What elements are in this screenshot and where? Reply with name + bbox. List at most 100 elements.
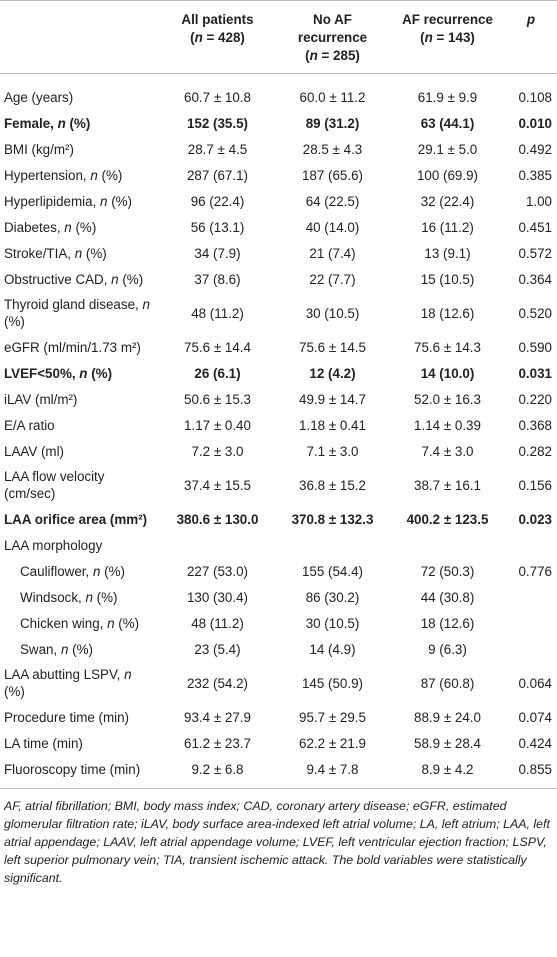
p-value: 0.031 [518,365,552,381]
cell-value: 287 (67.1) [186,167,249,183]
cell-value: 227 (53.0) [186,563,249,579]
table-row: eGFR (ml/min/1.73 m²) 75.6 ± 14.4 75.6 ± 1… [0,334,557,360]
cell-value: 30 (10.5) [305,615,360,631]
cell-value: 61.9 ± 9.9 [417,89,478,105]
row-label: iLAV (ml/m²) [4,391,78,407]
table-row: Stroke/TIA, n (%) 34 (7.9) 21 (7.4) 13 (9.1… [0,240,557,266]
cell-value: 232 (54.2) [186,675,249,691]
p-value [505,610,557,636]
cell-value: 56 (13.1) [190,219,245,235]
table-row: Swan, n (%) 23 (5.4) 14 (4.9) 9 (6.3) [0,636,557,662]
cell-value: 7.2 ± 3.0 [191,443,244,459]
row-label: LAA flow velocity (cm/sec) [4,469,105,501]
table-row: iLAV (ml/m²) 50.6 ± 15.3 49.9 ± 14.7 52.0 ±… [0,386,557,412]
p-value: 0.108 [518,89,552,105]
footnote: AF, atrial fibrillation; BMI, body mass … [0,788,557,895]
data-table: All patients (n = 428) No AF recurrence (… [0,0,557,789]
row-label: Female, n (%) [4,115,91,131]
p-value [505,584,557,610]
table-body: Age (years) 60.7 ± 10.8 60.0 ± 11.2 61.9 ± … [0,74,557,789]
table-row: Cauliflower, n (%) 227 (53.0) 155 (54.4) 72… [0,558,557,584]
cell-value: 21 (7.4) [309,245,356,261]
column-header: No AF recurrence (n = 285) [275,0,390,74]
row-label: E/A ratio [4,417,55,433]
p-value: 0.282 [518,443,552,459]
row-label: LAA morphology [4,537,103,553]
cell-value: 48 (11.2) [191,305,244,321]
cell-value: 34 (7.9) [194,245,241,261]
row-label: Age (years) [4,89,74,105]
cell-value: 93.4 ± 27.9 [184,709,251,725]
row-label: eGFR (ml/min/1.73 m²) [4,339,141,355]
cell-value: 72 (50.3) [420,563,475,579]
cell-value: 48 (11.2) [191,615,244,631]
p-value: 0.385 [518,167,552,183]
cell-value: 15 (10.5) [420,271,475,287]
cell-value: 7.1 ± 3.0 [306,443,359,459]
row-label: Cauliflower, n (%) [20,563,125,579]
table-row: LAA morphology [0,532,557,558]
cell-value: 44 (30.8) [420,589,475,605]
cell-value: 152 (35.5) [186,115,249,131]
cell-value: 145 (50.9) [301,675,364,691]
cell-value: 7.4 ± 3.0 [421,443,474,459]
cell-value: 49.9 ± 14.7 [299,391,366,407]
cell-value: 89 (31.2) [305,115,360,131]
table-row: Hyperlipidemia, n (%) 96 (22.4) 64 (22.5) 3… [0,188,557,214]
table-row: Windsock, n (%) 130 (30.4) 86 (30.2) 44 (30… [0,584,557,610]
row-label: Procedure time (min) [4,709,130,725]
cell-value: 14 (10.0) [420,365,475,381]
p-value: 0.855 [518,761,552,777]
cell-value: 38.7 ± 16.1 [414,477,481,493]
cell-value: 9.2 ± 6.8 [191,761,244,777]
cell-value: 370.8 ± 132.3 [291,511,374,527]
cell-value: 155 (54.4) [301,563,364,579]
p-value: 0.156 [518,477,552,493]
row-label: BMI (kg/m²) [4,141,74,157]
cell-value: 88.9 ± 24.0 [414,709,481,725]
cell-value: 32 (22.4) [420,193,475,209]
table-row: Thyroid gland disease, n (%) 48 (11.2) 30 … [0,292,557,334]
cell-value: 30 (10.5) [305,305,360,321]
cell-value: 62.2 ± 21.9 [299,735,366,751]
p-value: 0.590 [518,339,552,355]
p-value: 0.451 [518,219,552,235]
cell-value: 75.6 ± 14.4 [184,339,251,355]
table-row: Fluoroscopy time (min) 9.2 ± 6.8 9.4 ± 7.8… [0,756,557,788]
cell-value: 18 (12.6) [420,615,475,631]
cell-value: 26 (6.1) [194,365,241,381]
p-value: 0.492 [518,141,552,157]
cell-value: 37.4 ± 15.5 [184,477,251,493]
row-label: Stroke/TIA, n (%) [4,245,107,261]
p-value: 0.572 [518,245,552,261]
cell-value: 60.7 ± 10.8 [184,89,251,105]
cell-value: 29.1 ± 5.0 [417,141,478,157]
table-row: Hypertension, n (%) 287 (67.1) 187 (65.6) 1… [0,162,557,188]
cell-value: 52.0 ± 16.3 [414,391,481,407]
cell-value: 130 (30.4) [186,589,249,605]
p-value: 0.364 [518,271,552,287]
cell-value: 61.2 ± 23.7 [184,735,251,751]
p-value: 0.023 [518,511,552,527]
cell-value: 12 (4.2) [309,365,356,381]
row-label: LVEF<50%, n (%) [4,365,113,381]
p-value: 0.776 [518,563,552,579]
cell-value: 9.4 ± 7.8 [306,761,359,777]
table-row: LAA abutting LSPV, n (%) 232 (54.2) 145 (5… [0,662,557,704]
row-label: Obstructive CAD, n (%) [4,271,144,287]
cell-value: 58.9 ± 28.4 [414,735,481,751]
p-value: 0.064 [518,675,552,691]
row-label: LAAV (ml) [4,443,65,459]
table-row: LAAV (ml) 7.2 ± 3.0 7.1 ± 3.0 7.4 ± 3.0 0.28… [0,438,557,464]
row-label: LA time (min) [4,735,83,751]
cell-value: 95.7 ± 29.5 [299,709,366,725]
row-label: Chicken wing, n (%) [20,615,140,631]
cell-value: 75.6 ± 14.5 [299,339,366,355]
cell-value: 23 (5.4) [194,641,241,657]
cell-value: 28.5 ± 4.3 [302,141,363,157]
cell-value [275,532,390,558]
cell-value: 1.18 ± 0.41 [299,417,366,433]
cell-value: 9 (6.3) [428,641,467,657]
cell-value: 63 (44.1) [420,115,475,131]
